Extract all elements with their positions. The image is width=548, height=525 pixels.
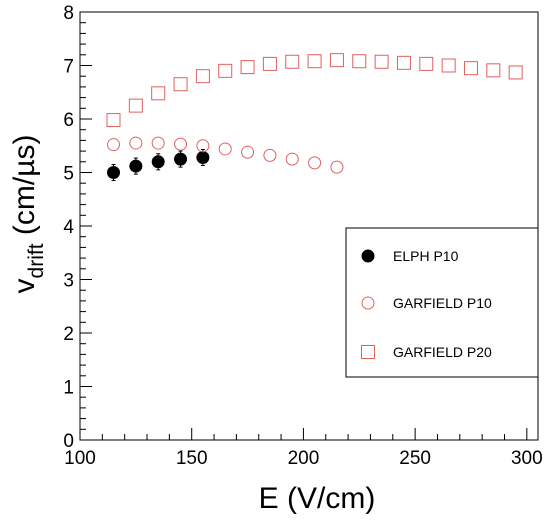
series-1: [107, 136, 344, 174]
data-point: [308, 156, 322, 170]
legend-label: ELPH P10: [393, 248, 459, 264]
y-axis-title-unit: (cm/µs): [8, 135, 41, 244]
data-point: [196, 151, 210, 165]
x-tick-label: 150: [176, 448, 208, 469]
y-tick-label: 2: [63, 324, 74, 345]
data-point: [419, 56, 434, 71]
y-tick-label: 6: [63, 110, 74, 131]
data-point: [218, 142, 232, 156]
data-point: [195, 69, 210, 84]
data-point: [151, 155, 165, 169]
data-point: [329, 53, 344, 68]
x-tick-label: 100: [64, 448, 96, 469]
legend-label: GARFIELD P10: [393, 295, 492, 311]
data-point: [352, 54, 367, 69]
data-point: [285, 54, 300, 69]
y-tick-label: 3: [63, 271, 74, 292]
data-point: [218, 63, 233, 78]
y-axis-title-subscript: drift: [25, 243, 48, 278]
data-point: [129, 159, 143, 173]
data-point: [508, 65, 523, 80]
data-point: [486, 63, 501, 78]
data-point: [107, 166, 121, 179]
legend-box: [345, 227, 539, 378]
y-tick-label: 0: [63, 431, 74, 452]
y-axis-title: vdrift (cm/µs): [8, 135, 48, 294]
legend: ELPH P10 GARFIELD P10 GARFIELD P20: [345, 227, 539, 378]
data-point: [107, 138, 121, 152]
axis-ticks: [79, 11, 528, 441]
x-tick-label: 200: [288, 448, 320, 469]
data-point: [128, 98, 143, 113]
data-point: [173, 77, 188, 92]
data-point: [396, 55, 411, 70]
x-axis-title: E (V/cm): [259, 482, 376, 515]
x-tick-label: 250: [399, 448, 431, 469]
data-point: [174, 152, 188, 166]
legend-label: GARFIELD P20: [393, 344, 492, 360]
y-tick-labels: 0 1 2 3 4 5 6 7 8: [63, 3, 74, 452]
data-point: [106, 113, 121, 128]
y-tick-label: 5: [63, 164, 74, 185]
y-tick-label: 8: [63, 3, 74, 24]
data-point: [129, 136, 143, 150]
data-point: [463, 61, 478, 76]
data-point: [441, 58, 456, 73]
data-point: [151, 86, 166, 101]
data-point: [374, 54, 389, 69]
series-0: [107, 148, 210, 182]
data-point: [330, 160, 344, 174]
legend-marker: [361, 249, 375, 263]
y-tick-label: 7: [63, 57, 74, 78]
data-series: [106, 53, 523, 182]
legend-marker: [361, 296, 375, 310]
x-tick-labels: 100 150 200 250 300: [64, 448, 543, 469]
data-point: [196, 139, 210, 153]
legend-marker: [361, 345, 375, 359]
data-point: [151, 136, 165, 150]
data-point: [240, 60, 255, 75]
data-point: [262, 56, 277, 71]
series-2: [106, 53, 523, 128]
data-point: [307, 54, 322, 69]
data-point: [285, 152, 299, 166]
data-point: [263, 148, 277, 162]
data-point: [241, 145, 255, 159]
data-point: [174, 137, 188, 151]
x-tick-label: 300: [511, 448, 543, 469]
y-axis-title-main: v: [8, 278, 41, 293]
y-tick-label: 1: [63, 378, 74, 399]
y-tick-label: 4: [63, 217, 74, 238]
